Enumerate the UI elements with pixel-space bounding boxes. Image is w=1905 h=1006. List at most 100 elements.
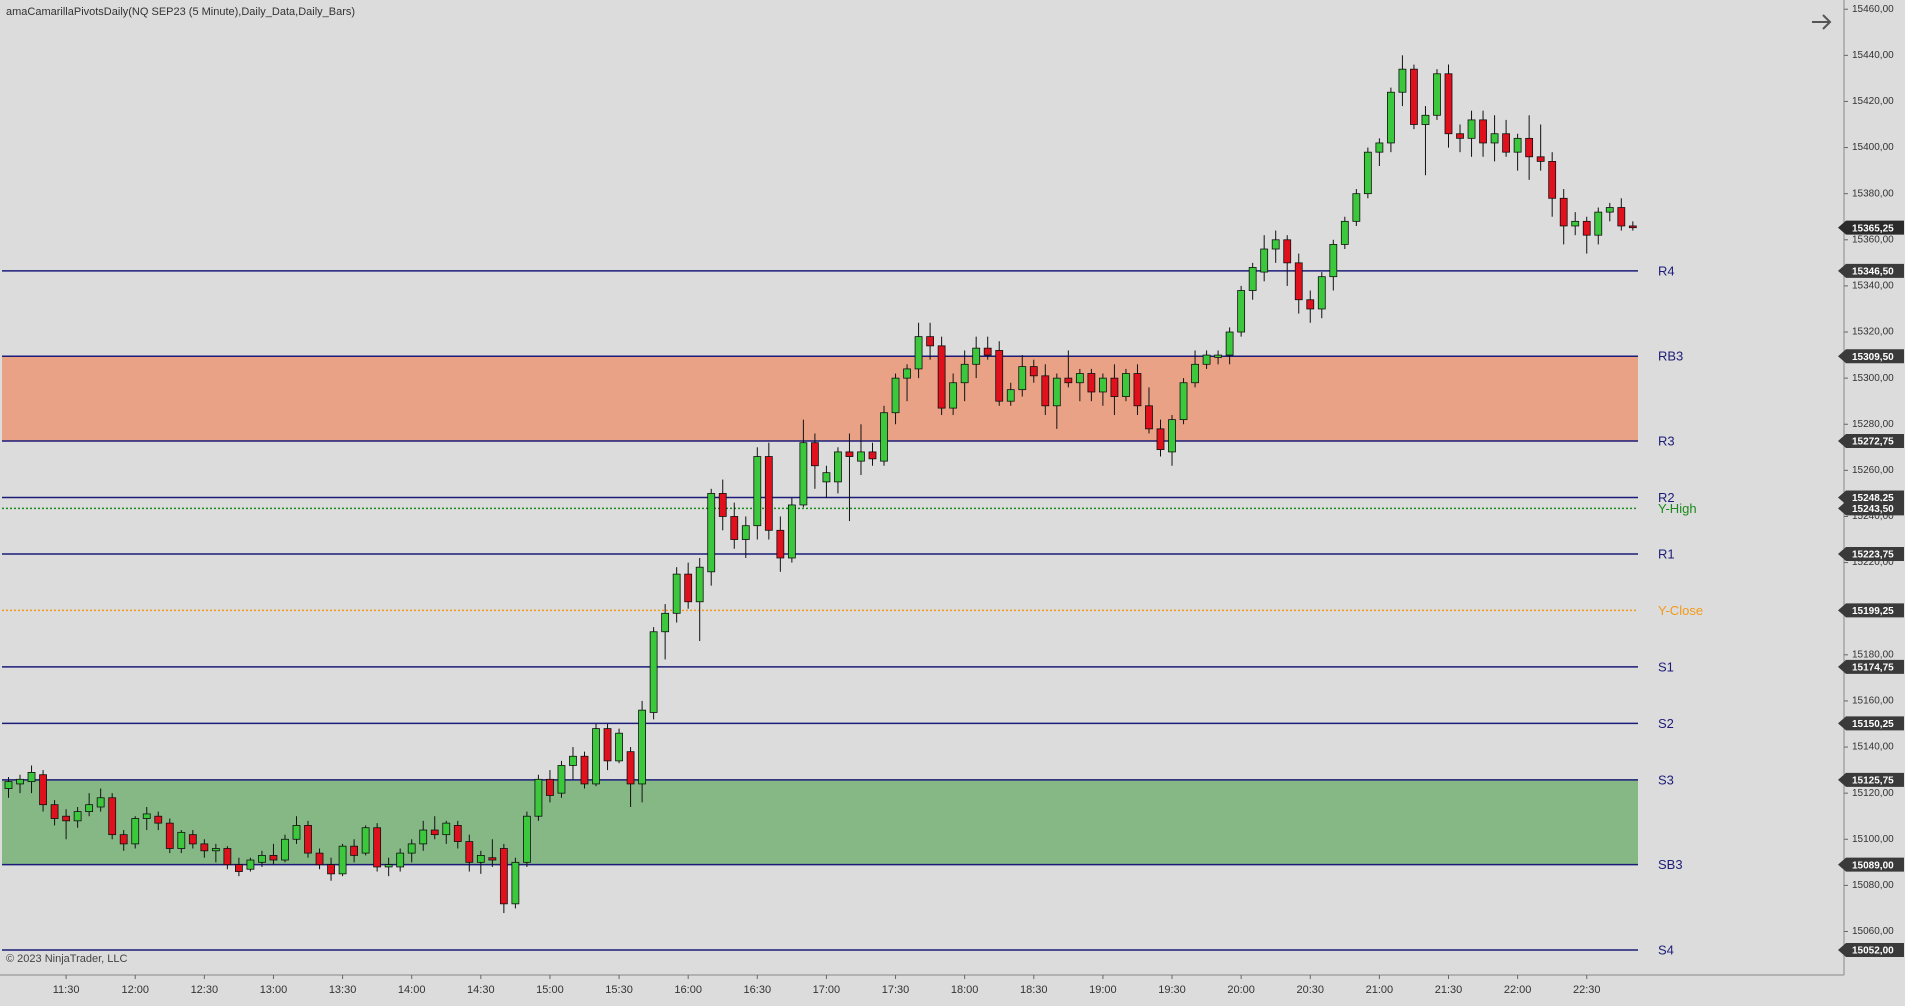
candle-body xyxy=(188,834,197,845)
candle-body xyxy=(1421,114,1430,125)
pivot-band xyxy=(2,779,1638,865)
y-tick-label: 15460,00 xyxy=(1852,4,1894,15)
candle-body xyxy=(1467,119,1476,139)
candle-body xyxy=(407,843,416,854)
candle-body xyxy=(384,864,393,868)
pivot-label: S2 xyxy=(1658,716,1674,731)
x-tick-label: 19:30 xyxy=(1158,984,1186,996)
candle-body xyxy=(845,451,854,457)
price-badge-label: 15243,50 xyxy=(1852,504,1894,515)
candle-body xyxy=(1260,248,1269,273)
candle-body xyxy=(626,751,635,785)
x-tick-label: 20:00 xyxy=(1227,984,1255,996)
price-badge-label: 15309,50 xyxy=(1852,352,1894,363)
candle-body xyxy=(396,852,405,868)
x-tick-label: 16:30 xyxy=(744,984,772,996)
pivot-label: SB3 xyxy=(1658,857,1683,872)
y-tick-label: 15240,00 xyxy=(1852,511,1894,522)
candle-body xyxy=(315,852,324,866)
candle-body xyxy=(476,855,485,863)
candle-body xyxy=(1214,354,1222,358)
candle-body xyxy=(1594,211,1603,236)
candle-body xyxy=(868,451,877,460)
candle-body xyxy=(85,804,94,813)
candle-body xyxy=(1294,262,1303,301)
candle-body xyxy=(1352,193,1361,222)
candle-body xyxy=(1237,290,1246,333)
candle-body xyxy=(1375,142,1384,153)
y-tick-label: 15280,00 xyxy=(1852,419,1894,430)
candle-body xyxy=(661,612,670,633)
y-tick-label: 15060,00 xyxy=(1852,926,1894,937)
candle-body xyxy=(211,848,220,852)
candle-body xyxy=(1283,239,1292,264)
x-tick-label: 21:30 xyxy=(1435,984,1463,996)
candle-body xyxy=(1087,373,1096,393)
candle-body xyxy=(96,797,105,808)
candle-body xyxy=(707,493,716,573)
x-tick-label: 22:00 xyxy=(1504,984,1532,996)
candle-body xyxy=(638,709,646,785)
price-badge xyxy=(1838,857,1904,872)
y-tick-label: 15360,00 xyxy=(1852,234,1894,245)
x-tick-label: 18:00 xyxy=(951,984,979,996)
candle-body xyxy=(419,829,428,845)
candle-body xyxy=(1168,419,1176,453)
candle-body xyxy=(1225,331,1234,356)
candle-body xyxy=(165,822,174,849)
candle-body xyxy=(292,825,301,840)
x-tick-label: 19:00 xyxy=(1089,984,1117,996)
candle-body xyxy=(1018,366,1027,391)
price-badge xyxy=(1838,263,1904,278)
x-tick-label: 12:30 xyxy=(191,984,219,996)
candle-body xyxy=(1052,377,1061,407)
y-tick-label: 15160,00 xyxy=(1852,696,1894,707)
expand-arrow[interactable] xyxy=(1812,14,1832,30)
candle-body xyxy=(1536,156,1545,162)
pivot-label: R4 xyxy=(1658,263,1675,278)
candle-body xyxy=(534,778,543,817)
candle-body xyxy=(1490,133,1499,144)
pivot-label: S1 xyxy=(1658,659,1674,674)
copyright: © 2023 NinjaTrader, LLC xyxy=(6,953,127,965)
candle-body xyxy=(1398,68,1407,93)
y-tick-label: 15140,00 xyxy=(1852,742,1894,753)
candle-body xyxy=(488,857,497,861)
candle-body xyxy=(131,818,140,845)
x-tick-label: 15:00 xyxy=(536,984,564,996)
x-tick-label: 12:00 xyxy=(121,984,149,996)
candle-body xyxy=(511,861,520,905)
pivot-label: Y-Close xyxy=(1658,603,1703,618)
candle-body xyxy=(304,825,312,854)
price-badge-label: 15150,25 xyxy=(1852,719,1894,730)
candle-body xyxy=(234,864,243,872)
y-tick-label: 15340,00 xyxy=(1852,281,1894,292)
price-badge xyxy=(1838,490,1904,505)
price-badge-label: 15272,75 xyxy=(1852,437,1894,448)
candle-body xyxy=(903,368,911,379)
candle-body xyxy=(327,864,335,875)
candle-body xyxy=(1122,373,1130,397)
price-badge xyxy=(1838,603,1904,618)
y-tick-label: 15300,00 xyxy=(1852,373,1894,384)
candle-body xyxy=(1617,207,1626,227)
candle-body xyxy=(546,778,554,796)
last-price-badge xyxy=(1838,220,1904,235)
candle-body xyxy=(16,778,24,785)
candle-body xyxy=(1456,133,1464,139)
y-tick-label: 15080,00 xyxy=(1852,880,1894,891)
candle-body xyxy=(338,845,347,875)
candle-body xyxy=(223,848,232,866)
x-tick-label: 13:00 xyxy=(260,984,288,996)
price-badge xyxy=(1838,942,1904,957)
candle-body xyxy=(1006,389,1015,402)
candle-body xyxy=(373,827,382,868)
price-badge-label: 15248,25 xyxy=(1852,493,1894,504)
x-tick-label: 16:00 xyxy=(674,984,702,996)
candle-body xyxy=(73,811,82,822)
candle-body xyxy=(822,472,831,483)
candle-body xyxy=(672,573,681,614)
candle-body xyxy=(1064,377,1073,384)
candle-body xyxy=(281,838,289,861)
